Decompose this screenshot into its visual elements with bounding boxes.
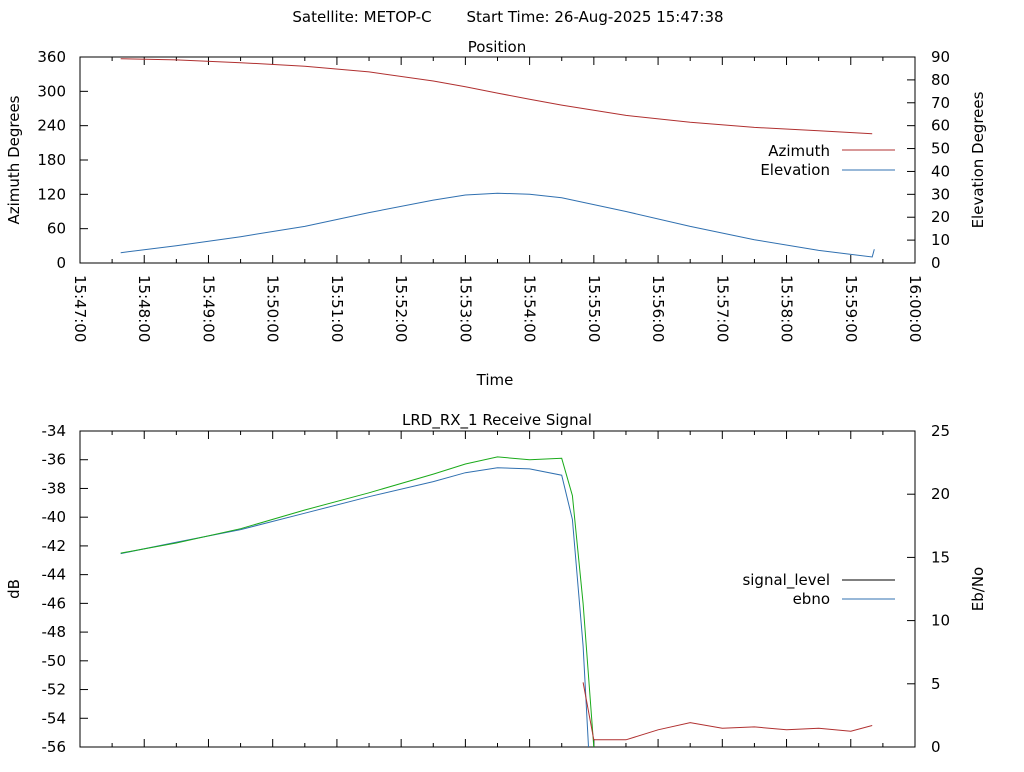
signal-series-line-2: [582, 682, 873, 741]
position-y-tick-label: 120: [37, 185, 66, 203]
signal-y-tick-label: -52: [42, 681, 67, 699]
position-x-tick-label: 16:00:00: [906, 275, 924, 342]
signal-y2-axis-label: Eb/No: [969, 567, 987, 611]
position-x-tick-label: 15:51:00: [328, 275, 346, 342]
position-y2-axis-label: Elevation Degrees: [969, 91, 987, 228]
position-series-Elevation: [120, 192, 875, 258]
position-y2-tick-label: 10: [931, 231, 950, 249]
satellite-label: Satellite: METOP-C: [292, 8, 431, 26]
signal-y2-tick-label: 0: [931, 738, 941, 756]
signal-y-tick-label: -54: [42, 709, 67, 727]
signal-y-tick-label: -48: [42, 623, 67, 641]
position-x-tick-label: 15:59:00: [842, 275, 860, 342]
legend-elevation-label: Elevation: [760, 161, 830, 179]
position-y2-tick-label: 80: [931, 71, 950, 89]
position-y-tick-label: 0: [56, 254, 66, 272]
position-x-tick-label: 15:50:00: [264, 275, 282, 342]
position-legend: Azimuth Elevation: [760, 142, 895, 179]
position-x-tick-label: 15:58:00: [778, 275, 796, 342]
legend-azimuth-label: Azimuth: [768, 142, 830, 160]
position-y2-tick-label: 50: [931, 140, 950, 158]
legend-ebno-label: ebno: [793, 590, 830, 608]
position-x-tick-label: 15:48:00: [135, 275, 153, 342]
position-y2-tick-label: 90: [931, 48, 950, 66]
signal-y-axis-label: dB: [5, 579, 23, 599]
signal-y-tick-label: -44: [42, 566, 67, 584]
position-x-tick-label: 15:52:00: [392, 275, 410, 342]
signal-y-tick-label: -38: [42, 479, 67, 497]
signal-series-line-1: [120, 456, 595, 748]
signal-y-tick-label: -46: [42, 594, 67, 612]
signal-y2-tick-label: 10: [931, 612, 950, 630]
signal-y2-tick-label: 5: [931, 675, 941, 693]
position-y-tick-label: 180: [37, 151, 66, 169]
position-y-tick-label: 240: [37, 117, 66, 135]
signal-y-tick-label: -40: [42, 508, 67, 526]
position-x-axis-label: Time: [476, 371, 514, 389]
signal-y-tick-label: -34: [42, 422, 67, 440]
position-y-axis-label: Azimuth Degrees: [5, 95, 23, 224]
signal-plot-frame: [79, 430, 916, 748]
position-x-tick-label: 15:56:00: [649, 275, 667, 342]
position-y2-tick-label: 70: [931, 94, 950, 112]
position-y-tick-label: 300: [37, 82, 66, 100]
position-y2-tick-label: 40: [931, 162, 950, 180]
signal-y-tick-label: -36: [42, 451, 67, 469]
legend-signal-level-label: signal_level: [742, 571, 830, 590]
position-chart-title: Position: [468, 38, 526, 56]
signal-y-tick-label: -50: [42, 652, 67, 670]
signal-legend: signal_level ebno: [742, 571, 895, 608]
position-y2-tick-label: 0: [931, 254, 941, 272]
position-plot-frame: [79, 56, 916, 264]
position-y2-tick-label: 20: [931, 208, 950, 226]
start-time-label: Start Time: 26-Aug-2025 15:47:38: [466, 8, 723, 26]
position-y-tick-label: 360: [37, 48, 66, 66]
position-series-Azimuth: [120, 58, 873, 135]
position-x-tick-label: 15:47:00: [71, 275, 89, 342]
position-y-tick-label: 60: [47, 220, 66, 238]
position-y2-tick-label: 30: [931, 185, 950, 203]
signal-chart-title: LRD_RX_1 Receive Signal: [402, 411, 592, 430]
signal-series-ebno: [120, 467, 589, 748]
signal-y2-tick-label: 20: [931, 485, 950, 503]
position-x-tick-label: 15:57:00: [713, 275, 731, 342]
position-x-tick-label: 15:49:00: [199, 275, 217, 342]
signal-y2-tick-label: 25: [931, 422, 950, 440]
signal-y-tick-label: -42: [42, 537, 67, 555]
signal-y2-tick-label: 15: [931, 548, 950, 566]
position-y2-tick-label: 60: [931, 117, 950, 135]
position-x-tick-label: 15:53:00: [456, 275, 474, 342]
position-x-tick-label: 15:54:00: [521, 275, 539, 342]
chart-marks: 060120180240300360010203040506070809015:…: [37, 48, 950, 756]
position-x-tick-label: 15:55:00: [585, 275, 603, 342]
signal-y-tick-label: -56: [42, 738, 67, 756]
